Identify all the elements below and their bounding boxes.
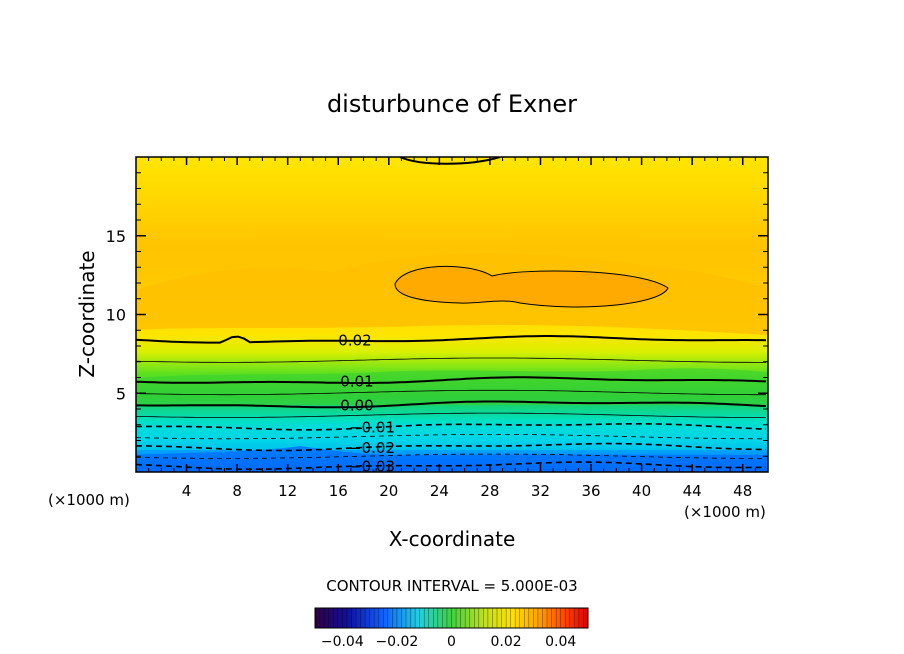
x-tick-label: 40 bbox=[632, 482, 651, 500]
x-tick-label: 8 bbox=[232, 482, 242, 500]
contour-label: 0.02 bbox=[338, 332, 371, 350]
colorbar-labels: −0.04 −0.02 0 0.02 0.04 bbox=[321, 634, 577, 650]
x-tick-label: 48 bbox=[733, 482, 752, 500]
x-tick-label: 20 bbox=[379, 482, 398, 500]
x-tick-label: 28 bbox=[480, 482, 499, 500]
colorbar-tick-label: −0.02 bbox=[375, 634, 418, 650]
contour-line bbox=[136, 423, 767, 431]
contour-line-minor bbox=[136, 357, 766, 363]
colorbar-tick-label: 0 bbox=[447, 634, 456, 650]
y-tick-label: 5 bbox=[116, 384, 126, 403]
contour-label: −0.03 bbox=[349, 458, 395, 476]
x-tick-label: 16 bbox=[329, 482, 348, 500]
orange-max-region bbox=[395, 266, 668, 307]
contour-line bbox=[136, 376, 767, 384]
blue-band bbox=[136, 446, 768, 472]
x-tick-label: 4 bbox=[182, 482, 192, 500]
colorbar-frame bbox=[314, 607, 589, 629]
x-tick-label: 44 bbox=[683, 482, 702, 500]
chart-title: disturbunce of Exner bbox=[327, 90, 577, 118]
contour-label: −0.02 bbox=[349, 439, 395, 457]
contour-field bbox=[136, 157, 768, 472]
x-unit-left: (×1000 m) bbox=[48, 491, 130, 509]
x-tick-label: 32 bbox=[531, 482, 550, 500]
colorbar-stripes bbox=[314, 608, 589, 628]
contour-label: 0.00 bbox=[340, 396, 373, 414]
contour-line bbox=[136, 461, 767, 471]
colorbar-tick-label: 0.04 bbox=[545, 634, 576, 650]
contour-lines bbox=[136, 335, 767, 471]
x-tick-label: 36 bbox=[581, 482, 600, 500]
contour-line-minor bbox=[136, 453, 766, 459]
contour-line-minor bbox=[136, 434, 766, 440]
contour-line-minor bbox=[136, 412, 766, 418]
y-axis-label: Z-coordinate bbox=[75, 250, 99, 377]
contour-line bbox=[136, 442, 766, 452]
contour-line-minor bbox=[136, 389, 766, 396]
contour-line bbox=[136, 400, 767, 409]
x-axis-label: X-coordinate bbox=[389, 527, 516, 551]
contour-label: −0.01 bbox=[349, 418, 395, 436]
x-unit-right: (×1000 m) bbox=[684, 503, 766, 521]
x-tick-label: 12 bbox=[278, 482, 297, 500]
y-axis-ticks: 5 10 15 bbox=[106, 172, 768, 457]
contour-line bbox=[136, 335, 767, 344]
contour-labels: 0.02 0.01 0.00 −0.01 −0.02−0.03 bbox=[338, 332, 395, 476]
x-tick-label: 24 bbox=[430, 482, 449, 500]
orange-contour-outline bbox=[394, 265, 669, 308]
contour-label: 0.01 bbox=[340, 373, 373, 391]
colorbar: −0.04 −0.02 0 0.02 0.04 bbox=[314, 607, 589, 650]
colorbar-tick-label: −0.04 bbox=[321, 634, 364, 650]
x-axis-ticks: 4 8 12 16 20 24 28 32 36 40 44 48 bbox=[148, 157, 756, 500]
contour-interval-text: CONTOUR INTERVAL = 5.000E-03 bbox=[326, 577, 577, 595]
y-tick-label: 10 bbox=[106, 306, 126, 325]
colorbar-tick-label: 0.02 bbox=[491, 634, 522, 650]
y-tick-label: 15 bbox=[106, 227, 126, 246]
green-band bbox=[136, 368, 768, 405]
